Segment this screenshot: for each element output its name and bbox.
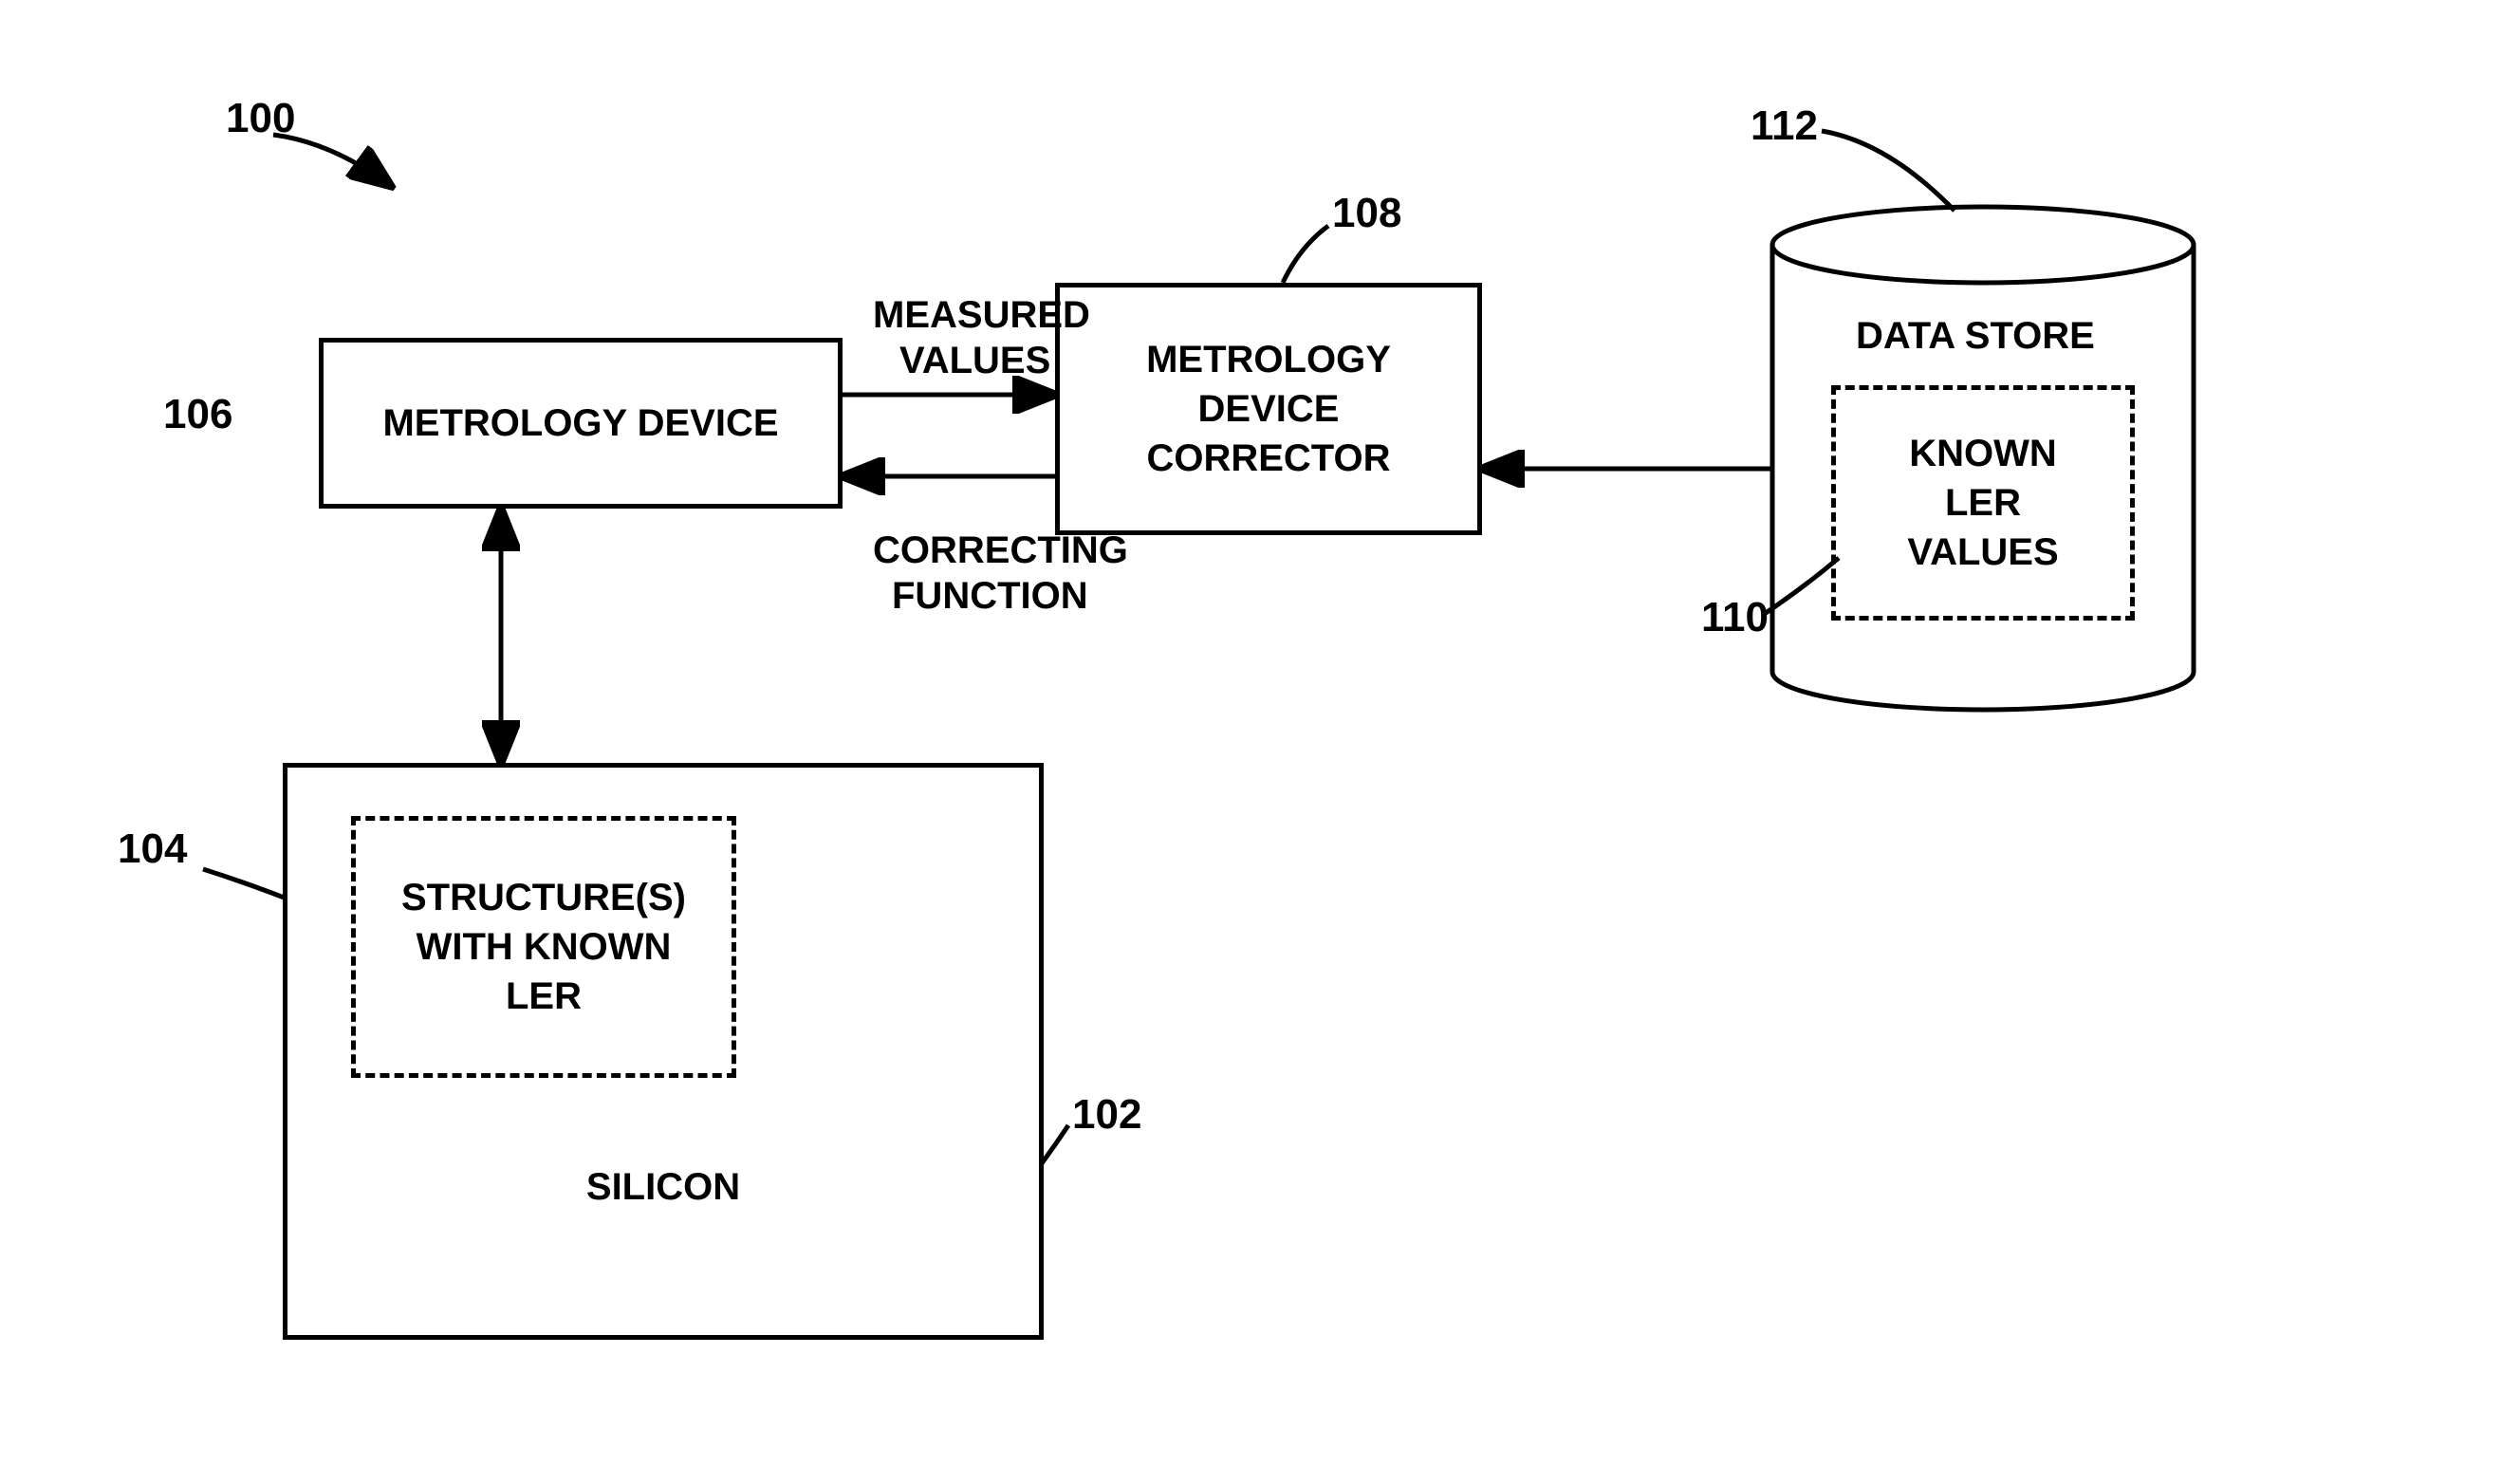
metrology-device-text: METROLOGY DEVICE	[382, 402, 778, 445]
ref-108: 108	[1332, 190, 1401, 237]
data-store-label: DATA STORE	[1856, 315, 2095, 358]
measured-label-top: MEASURED	[873, 294, 1090, 336]
measured-label-bottom: VALUES	[899, 340, 1050, 381]
correcting-label-top: CORRECTING	[873, 529, 1128, 571]
diagram-container: 100 METROLOGY DEVICE 106 METROLOGYDEVICE…	[0, 0, 2520, 1465]
leader-110	[1763, 558, 1839, 615]
ref-112: 112	[1751, 102, 1818, 150]
edge-label-measured-values: MEASURED VALUES	[873, 292, 1101, 383]
ref-106: 106	[163, 391, 232, 438]
metrology-device-box: METROLOGY DEVICE	[319, 338, 843, 509]
figure-ref-label: 100	[226, 95, 295, 142]
correcting-label-bottom: FUNCTION	[892, 575, 1088, 617]
leader-108	[1283, 226, 1328, 283]
ref-110: 110	[1701, 594, 1769, 641]
known-ler-values-text: KNOWNLERVALUES	[1907, 429, 2058, 577]
corrector-box: METROLOGYDEVICECORRECTOR	[1055, 283, 1482, 535]
structures-box: STRUCTURE(S)WITH KNOWNLER	[351, 816, 736, 1078]
corrector-text: METROLOGYDEVICECORRECTOR	[1146, 335, 1391, 483]
edge-label-correcting-function: CORRECTING FUNCTION	[873, 528, 1177, 619]
known-ler-values-box: KNOWNLERVALUES	[1831, 385, 2135, 621]
leader-112	[1822, 131, 1955, 211]
ref-102: 102	[1072, 1091, 1141, 1139]
ref-104: 104	[118, 825, 187, 873]
silicon-text: SILICON	[586, 1166, 740, 1209]
structures-text: STRUCTURE(S)WITH KNOWNLER	[401, 873, 686, 1021]
figure-ref-arrow	[273, 135, 391, 186]
